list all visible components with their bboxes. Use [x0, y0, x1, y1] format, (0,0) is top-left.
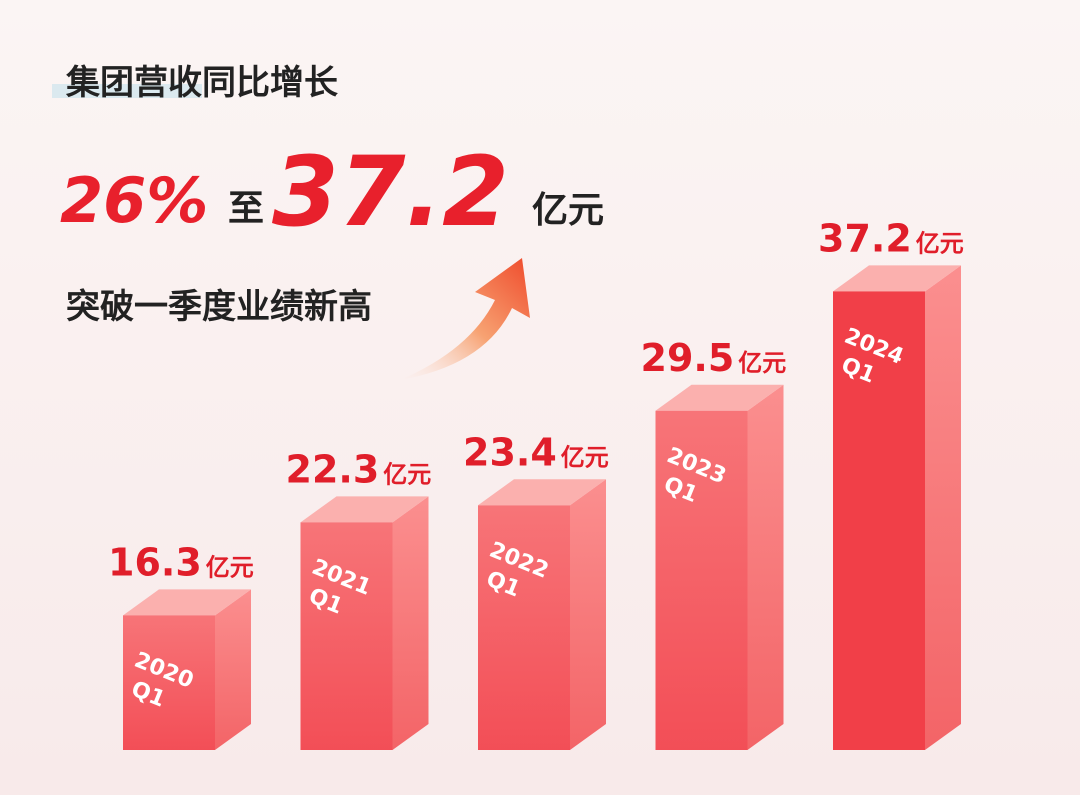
value-number: 22.3: [286, 447, 380, 491]
bar: [478, 505, 570, 750]
bar-side: [215, 589, 251, 750]
bar-side: [392, 496, 429, 750]
title-accent: [52, 84, 202, 98]
bar-top: [478, 479, 606, 506]
headline-to: 至: [228, 188, 264, 229]
headline-growth: 26%: [60, 164, 208, 237]
bar-top: [300, 496, 429, 523]
bar-side: [925, 265, 961, 750]
value-unit: 亿元: [738, 349, 786, 377]
bar-side: [570, 479, 606, 750]
bar-top: [833, 265, 961, 292]
value-label: 22.3 亿元: [286, 447, 432, 491]
headline-amount: 37.2: [272, 136, 509, 248]
value-number: 23.4: [463, 430, 557, 474]
value-unit: 亿元: [206, 553, 254, 581]
headline-unit: 亿元: [532, 190, 604, 231]
bar: [655, 410, 748, 750]
bar: [123, 615, 215, 750]
value-number: 16.3: [108, 540, 202, 584]
bar-side: [747, 384, 784, 750]
value-label: 23.4 亿元: [463, 430, 609, 474]
chart-title: 集团营收同比增长: [65, 63, 338, 103]
value-number: 29.5: [641, 336, 735, 380]
value-label: 37.2 亿元: [818, 216, 964, 260]
bar-top: [123, 589, 251, 616]
subtitle: 突破一季度业绩新高: [66, 287, 372, 327]
value-unit: 亿元: [383, 460, 431, 488]
arrow-decoration: [400, 258, 530, 380]
value-unit: 亿元: [916, 229, 964, 257]
value-number: 37.2: [818, 216, 912, 260]
value-label: 29.5 亿元: [641, 336, 787, 380]
value-unit: 亿元: [561, 443, 609, 471]
bar: [300, 522, 393, 750]
bar-top: [655, 384, 784, 411]
value-label: 16.3 亿元: [108, 540, 254, 584]
bar: [833, 291, 925, 750]
